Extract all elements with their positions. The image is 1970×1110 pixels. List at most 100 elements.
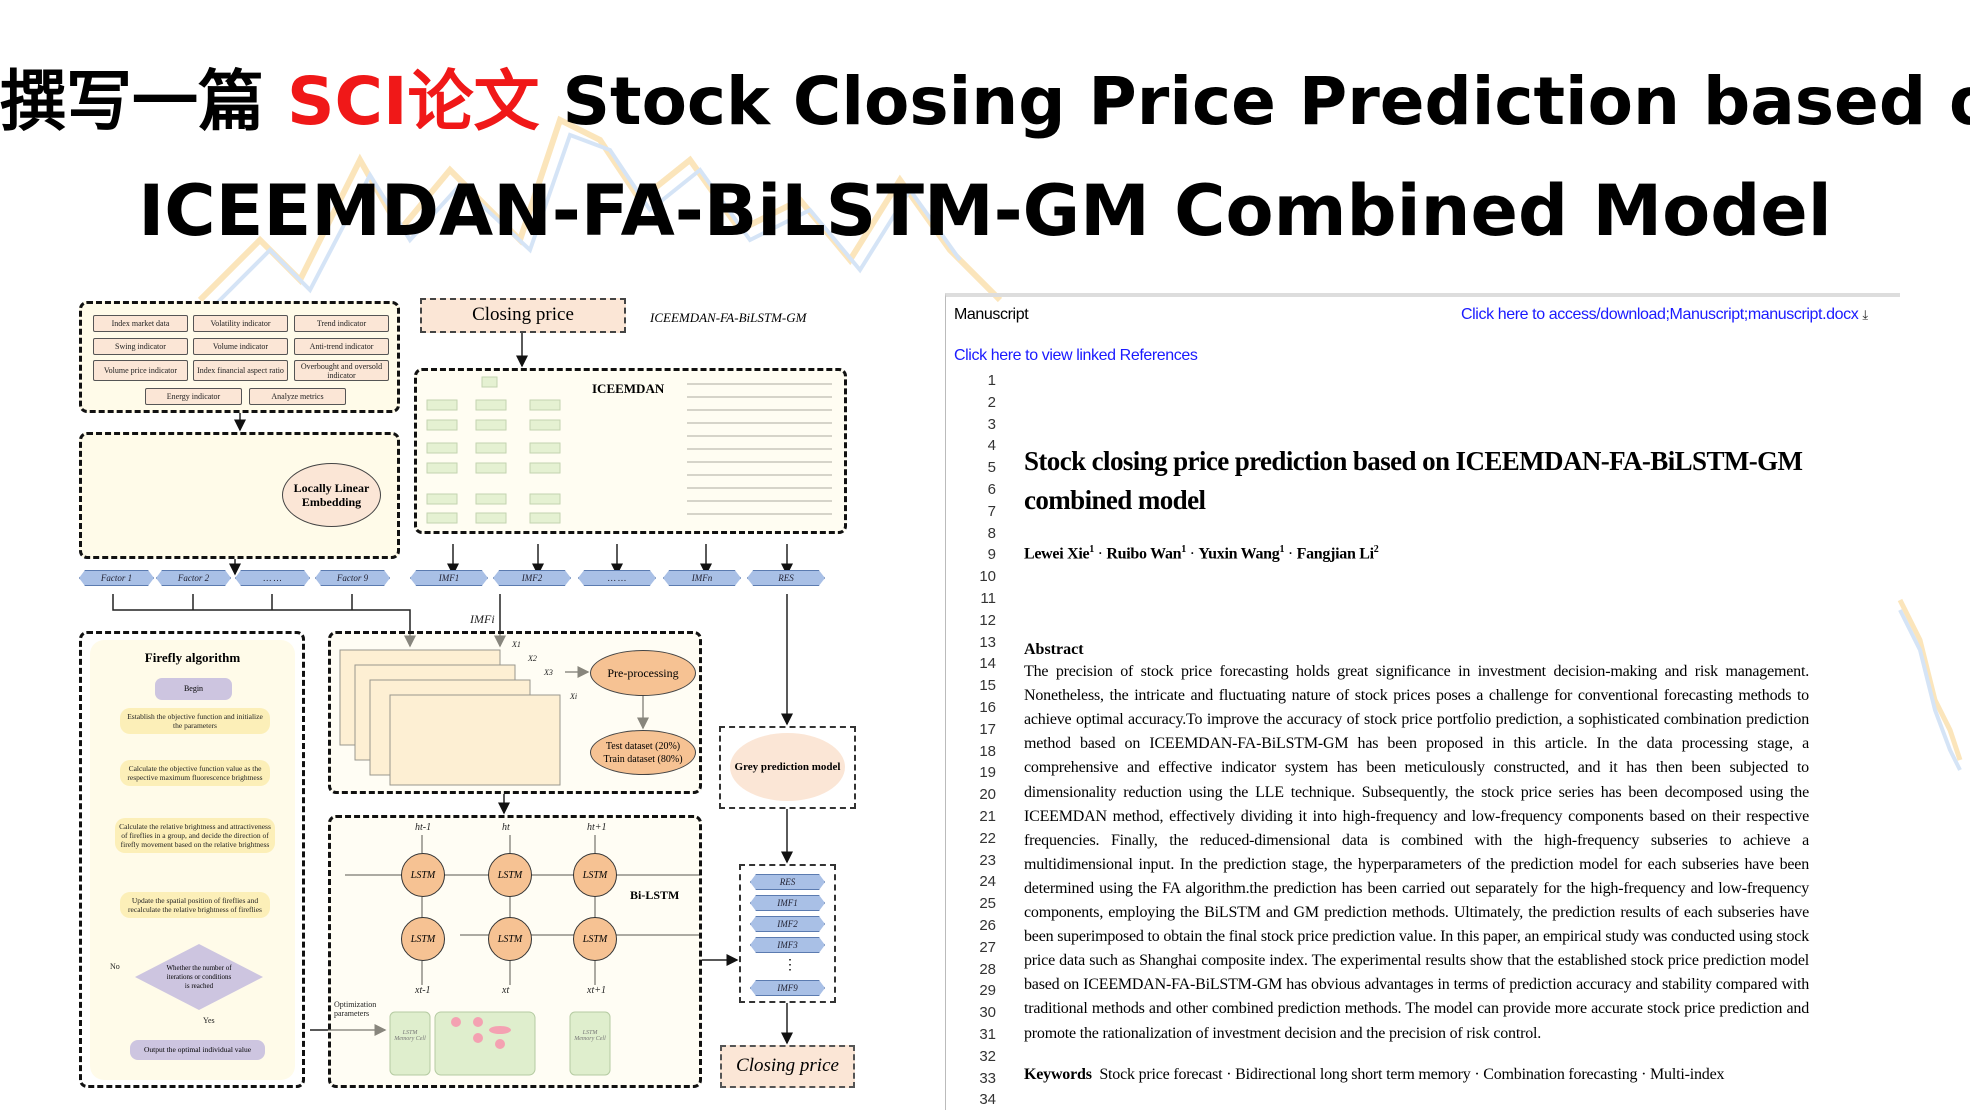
abstract-line: been superimposed to obtain the final st… — [1024, 928, 1809, 946]
firefly-step-3: Calculate the relative brightness and at… — [115, 818, 275, 853]
line-number: 22 — [979, 829, 996, 847]
firefly-box — [79, 631, 305, 1088]
line-number: 31 — [979, 1026, 996, 1043]
abstract-line: method based on ICEEMDAN-FA-BiLSTM-GM ha… — [1024, 735, 1809, 753]
imf-item: RES — [747, 570, 825, 586]
author-separator: · — [1185, 545, 1199, 563]
author-affiliation: 1 — [1089, 544, 1094, 555]
line-number: 27 — [979, 938, 996, 956]
line-number: 8 — [987, 524, 996, 542]
abstract-line: achieve optimal accuracy.To improve the … — [1024, 711, 1809, 729]
line-number: 29 — [979, 982, 996, 1000]
output-ellipsis: ⋮ — [783, 958, 797, 973]
lstm-backward-cell: LSTM — [573, 853, 617, 897]
iceemdan-box — [414, 368, 847, 534]
line-number: 11 — [980, 590, 996, 607]
author-affiliation: 1 — [1181, 544, 1186, 555]
indicator-item: Trend indicator — [294, 315, 389, 332]
decision-yes: Yes — [203, 1016, 215, 1025]
grey-prediction-model: Grey prediction model — [730, 733, 845, 801]
line-number: 34 — [979, 1091, 996, 1109]
line-number: 6 — [987, 481, 996, 498]
preprocessing-node: Pre-processing — [590, 650, 696, 696]
abstract-line: comprehensive and effective indicator sy… — [1024, 759, 1809, 777]
lstm-forward-cell: LSTM — [401, 917, 445, 961]
line-number: 5 — [987, 459, 996, 477]
factor-item: … … — [235, 570, 310, 586]
factor-item: Factor 1 — [79, 570, 154, 586]
author-name: Ruibo Wan — [1106, 545, 1182, 563]
input-label: xt — [502, 985, 510, 996]
line-number: 12 — [979, 611, 996, 629]
indicator-item: Index market data — [93, 315, 188, 332]
author-list: Lewei Xie1 · Ruibo Wan1 · Yuxin Wang1 · … — [1024, 544, 1379, 563]
line-number: 28 — [979, 960, 996, 978]
output-item: IMF9 — [750, 980, 825, 996]
imf-item: … … — [578, 570, 656, 586]
abstract-line: The precision of stock price forecasting… — [1024, 663, 1809, 680]
author-separator: · — [1284, 545, 1297, 563]
lle-label: Locally Linear Embedding — [282, 463, 381, 527]
abstract-line: multidimensional input. In the predictio… — [1024, 855, 1809, 873]
indicator-item: Volume price indicator — [93, 360, 188, 381]
train-dataset-label: Train dataset (80%) — [603, 753, 683, 765]
manuscript-label: Manuscript — [954, 306, 1029, 323]
indicator-item: Volume indicator — [193, 338, 288, 355]
line-number: 16 — [979, 699, 996, 716]
line-number: 19 — [979, 764, 996, 782]
line-number: 21 — [979, 808, 996, 825]
output-item: RES — [750, 874, 825, 890]
input-label: xt+1 — [587, 985, 606, 996]
line-number: 4 — [987, 437, 996, 455]
download-icon: ⤓ — [1862, 307, 1868, 322]
firefly-begin: Begin — [155, 678, 232, 700]
hidden-state-label: ht — [502, 822, 510, 833]
indicator-item: Index financial aspect ratio — [193, 360, 288, 381]
download-link[interactable]: Click here to access/download;Manuscript… — [1461, 306, 1868, 324]
outputs-box — [739, 864, 836, 1003]
factor-item: Factor 2 — [156, 570, 231, 586]
line-number: 30 — [979, 1004, 996, 1022]
closing-price-output: Closing price — [720, 1045, 855, 1088]
manuscript-page: Manuscript Click here to access/download… — [945, 293, 1900, 1110]
firefly-title: Firefly algorithm — [144, 650, 241, 665]
line-number: 25 — [979, 895, 996, 913]
line-number: 26 — [979, 917, 996, 934]
author-separator: · — [1093, 545, 1107, 563]
x1-label: X1 — [512, 640, 521, 649]
author-name: Fangjian Li — [1296, 545, 1374, 563]
headline-line1: 撰写一篇 SCI论文 Stock Closing Price Predictio… — [0, 48, 1970, 144]
imf-item: IMF1 — [410, 570, 488, 586]
download-link-text: Click here to access/download;Manuscript… — [1461, 306, 1859, 323]
line-number: 15 — [979, 677, 996, 695]
abstract-line: traditional methods and other combined p… — [1024, 1000, 1809, 1018]
abstract-line: based on ICEEMDAN-FA-BiLSTM-GM has obvio… — [1024, 976, 1809, 994]
output-item: IMF3 — [750, 937, 825, 953]
hidden-state-label: ht+1 — [587, 822, 607, 833]
model-name-label: ICEEMDAN-FA-BiLSTM-GM — [650, 310, 807, 325]
line-number: 7 — [987, 502, 996, 520]
line-number: 13 — [979, 633, 996, 651]
author-name: Lewei Xie — [1024, 545, 1090, 563]
bilstm-label: Bi-LSTM — [630, 888, 680, 902]
indicator-item: Energy indicator — [145, 388, 242, 405]
line-number: 33 — [979, 1069, 996, 1087]
indicator-item: Anti-trend indicator — [294, 338, 389, 355]
closing-price-input: Closing price — [420, 298, 626, 333]
grey-box — [719, 726, 856, 809]
linked-references-link[interactable]: Click here to view linked References — [954, 347, 1198, 364]
indicator-item: Overbought and oversold indicator — [294, 360, 389, 381]
line-number: 23 — [979, 851, 996, 869]
abstract-line: Nonetheless, the intricate and fluctuati… — [1024, 687, 1809, 705]
paper-title-line1: Stock closing price prediction based on … — [1024, 446, 1803, 476]
factor-item: Factor 9 — [315, 570, 390, 586]
keywords-text: Stock price forecast · Bidirectional lon… — [1099, 1066, 1725, 1083]
headline-prefix: 撰写一篇 — [0, 63, 287, 140]
firefly-step-4: Update the spatial position of fireflies… — [120, 892, 270, 918]
test-dataset-label: Test dataset (20%) — [605, 740, 681, 752]
line-number: 10 — [979, 568, 996, 586]
keywords: Keywords Stock price forecast · Bidirect… — [1024, 1066, 1724, 1084]
paper-title: Stock closing price prediction based on … — [1024, 442, 1803, 520]
memory-cell-left: LSTM Memory Cell — [394, 1030, 426, 1042]
